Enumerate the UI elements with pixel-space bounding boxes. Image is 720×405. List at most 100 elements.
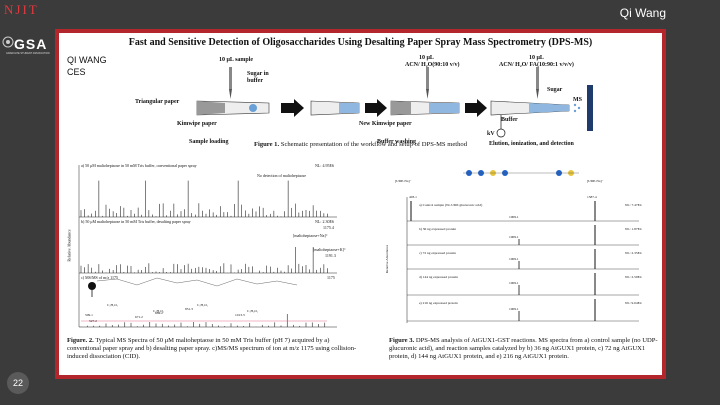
ms-inlet-icon xyxy=(587,85,593,131)
fig2-c-peak-6: 527.2 xyxy=(89,319,97,323)
triangular-paper-label: Triangular paper xyxy=(135,99,180,105)
figure2-caption-text: Typical MS Spectra of 50 μM maltoheptaos… xyxy=(67,337,357,360)
figure1-schematic: 10 μL sample 10 μL ACN/ H₂O(90:10 v/v) 1… xyxy=(129,51,599,161)
gsa-logo: GSA GRADUATE STUDENT ASSOCIATION xyxy=(2,36,56,55)
njit-logo: NJIT xyxy=(4,2,39,17)
figure3-plot xyxy=(406,170,639,323)
fig2-panel-b-label: b) 50 μM maltoheptaose in 50 mM Tris buf… xyxy=(81,219,191,224)
pipette-tip-icon xyxy=(229,89,232,99)
gsa-logo-text: GSA xyxy=(14,36,48,52)
fig3-right-peak: 1587.4 xyxy=(587,195,597,199)
slide-number: 22 xyxy=(7,372,29,394)
precursor-ion-icon xyxy=(88,282,96,297)
fig2-panel-c-label: c) MS/MS of m/z 1175 xyxy=(81,275,118,280)
fig2-panel-b-peak2: 1191.3 xyxy=(325,253,336,258)
presenter-name: Qi Wang xyxy=(619,6,666,20)
figure2-plot xyxy=(78,165,337,328)
author-name: QI WANG xyxy=(67,55,107,65)
figure3-caption-text: DPS-MS analysis of AtGUX1-GST reactions.… xyxy=(389,337,658,360)
pipette-tip-icon xyxy=(536,89,539,99)
fig2-c-peak-3: 689.2 xyxy=(155,311,163,315)
sample-drop-icon xyxy=(249,104,257,112)
fig2-c-annotation-2: C₃H₆O₃ xyxy=(153,309,165,313)
figure2-spectra: a) 50 μM maltoheptaose in 50 mM Tris buf… xyxy=(67,161,357,331)
author-dept: CES xyxy=(67,67,86,77)
step-2-label: Buffer washing xyxy=(377,139,417,145)
poster-title: Fast and Sensitive Detection of Oligosac… xyxy=(128,37,593,48)
fig3-panel-a-peak: 1009.1 xyxy=(509,215,519,219)
gsa-logo-subtext: GRADUATE STUDENT ASSOCIATION xyxy=(6,52,50,55)
figure3-caption: Figure 3. DPS-MS analysis of AtGUX1-GST … xyxy=(389,337,659,361)
new-kimwipe-icon xyxy=(391,101,411,115)
fig3-panel-a-label: a) Control sample (No UDP-glucuronic aci… xyxy=(419,203,483,207)
reagent-2-label: 10 μL xyxy=(419,55,434,61)
pipette-icon xyxy=(536,67,539,89)
wet-paper-icon xyxy=(529,103,569,113)
gsa-emblem-icon xyxy=(2,36,14,48)
kv-label: kV xyxy=(487,131,495,137)
fig2-panel-b-ion2: [maltoheptaose+K]⁺ xyxy=(313,247,347,252)
fig2-panel-b-ion1: [maltoheptaose+Na]⁺ xyxy=(293,233,328,238)
fig2-ylabel: Relative Abundance xyxy=(66,229,72,262)
fig2-c-peak-2: 671.2 xyxy=(135,315,143,319)
fig2-panel-a-label: a) 50 μM maltoheptaose in 50 mM Tris buf… xyxy=(81,163,197,168)
figure1-caption-label: Figure 1. xyxy=(253,141,280,148)
fig2-c-annotation-1: C₂H₄O₂ xyxy=(107,303,119,307)
fig2-panel-b-peak: 1175.4 xyxy=(323,225,334,230)
kimwipe-label: Kimwipe paper xyxy=(177,121,217,127)
reagent-2b-label: ACN/ H₂O(90:10 v/v) xyxy=(405,62,460,68)
voltage-source-icon xyxy=(496,128,506,138)
figure3-spectra: [UDP-Na]⁻ [UDP-Na]⁻ 403.1 1587.4 Relativ… xyxy=(385,161,659,331)
fig3-panel-c-label: c) 72 ng expressed protein xyxy=(419,251,456,255)
fig2-panel-c-ne: 1175 xyxy=(327,275,335,280)
figure2-caption-label: Figure. 2. xyxy=(67,337,94,344)
fig2-c-peak-4: 851.3 xyxy=(185,307,193,311)
pipette-icon xyxy=(229,67,232,89)
fig3-head-right: [UDP-Na]⁻ xyxy=(587,179,604,183)
fig3-panel-b-nl: NL: 1.87E4 xyxy=(625,227,642,231)
kimwipe-icon xyxy=(197,101,225,115)
pipette-icon xyxy=(426,67,429,89)
sugar-label: Sugar xyxy=(547,87,563,93)
fig3-panel-e-peak: 1009.1 xyxy=(509,307,519,311)
fig3-panel-c-peak: 1009.1 xyxy=(509,257,519,261)
fig3-panel-e-label: e) 216 ng expressed protein xyxy=(419,301,458,305)
arrow-icon xyxy=(365,99,387,117)
fig3-head-left: [UDP-Na]⁻ xyxy=(395,179,412,183)
fig3-panel-d-nl: NL: 2.59E4 xyxy=(625,275,642,279)
reagent-3b-label: ACN/ H₂O/ FA(10:90:1 v/v/v) xyxy=(499,62,574,68)
figure3-caption-label: Figure 3. xyxy=(389,337,415,344)
figure2-caption: Figure. 2. Typical MS Spectra of 50 μM m… xyxy=(67,337,357,361)
glycan-structure-icon xyxy=(463,170,579,176)
wet-paper-icon xyxy=(339,103,359,113)
fig3-panel-d-peak: 1009.1 xyxy=(509,281,519,285)
ms-label: MS xyxy=(573,97,582,103)
arrow-icon xyxy=(465,99,487,117)
fig3-panel-e-nl: NL: 9.04E4 xyxy=(625,301,642,305)
figure1-caption: Figure 1. Schematic presentation of the … xyxy=(59,141,662,149)
fig3-panel-b-label: b) 36 ng expressed protein xyxy=(419,227,457,231)
fig3-ylabel: Relative Abundance xyxy=(385,244,390,274)
fig2-panel-a-nl: NL: 4.95E6 xyxy=(315,163,334,168)
wet-paper-icon xyxy=(429,103,459,113)
fig2-panel-a-note: No detection of maltoheptaose xyxy=(257,173,306,178)
fig2-c-annotation-4: C₃H₆O₃ xyxy=(247,309,259,313)
fig3-panel-b-peak: 1009.1 xyxy=(509,235,519,239)
poster-image: Fast and Sensitive Detection of Oligosac… xyxy=(55,29,666,379)
fig2-c-annotation-3: C₂H₄O₂ xyxy=(197,303,209,307)
reagent-3-label: 10 μL xyxy=(529,55,544,61)
fig3-panel-a-nl: NL: 7.47E4 xyxy=(625,203,642,207)
arrow-icon xyxy=(281,99,304,117)
fig2-c-peak-1: 509.1 xyxy=(85,313,93,317)
author-block: QI WANG CES xyxy=(67,54,107,78)
schematic-drawing xyxy=(196,67,593,138)
fig2-panel-b-nl: NL: 2.30E6 xyxy=(315,219,334,224)
reagent-1-label: 10 μL sample xyxy=(219,57,254,63)
step-1-label: Sample loading xyxy=(189,139,229,145)
buffer-label: Buffer xyxy=(501,117,518,123)
pipette-tip-icon xyxy=(426,89,429,99)
sugar-in-buffer-label: Sugar in buffer xyxy=(247,71,269,84)
step-3-label: Elution, ionization, and detection xyxy=(489,141,574,147)
fig3-left-peak: 403.1 xyxy=(409,195,417,199)
figure1-caption-text: Schematic presentation of the workflow a… xyxy=(280,141,468,148)
